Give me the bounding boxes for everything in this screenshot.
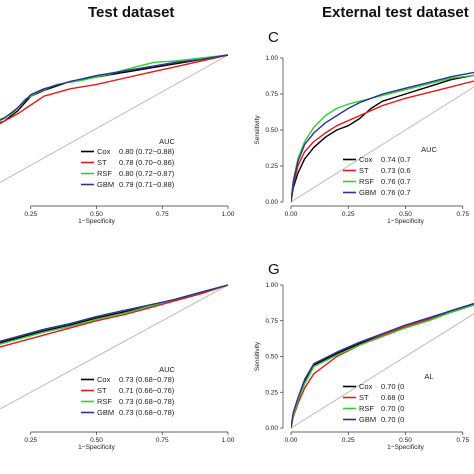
legend: AL Cox 0.70 (0 ST 0.68 (0 RSF 0.70 (0 GBM 0.70 (… [343,372,434,424]
x-tick-label: 1.00 [222,437,235,444]
x-tick-label: 0.50 [399,437,412,444]
legend-auc-value: 0.68 (0 [381,393,404,402]
legend-auc-value: 0.78 (0.70−0.86) [119,158,175,167]
legend-model-name: Cox [359,382,373,391]
series-line-rsf [291,74,474,203]
x-tick-label: 0.50 [399,211,412,218]
legend-model-name: RSF [359,404,374,413]
legend-auc-value: 0.70 (0 [381,404,404,413]
y-tick-label: 0.75 [265,91,278,98]
legend-model-name: GBM [359,415,376,424]
legend-auc-value: 0.76 (0.7 [381,177,411,186]
legend: AUC Cox 0.74 (0.7 ST 0.73 (0.6 RSF 0.76 (0.7 GB… [343,145,437,197]
series-line-gbm [291,71,474,203]
x-axis-label: 1−Specificity [78,444,115,451]
y-tick-label: 0.25 [265,389,278,396]
y-tick-label: 0.00 [265,425,278,432]
legend-model-name: GBM [97,408,114,417]
series-line-gbm [0,54,228,121]
legend-auc-value: 0.73 (0.6 [381,166,411,175]
series-line-rsf [291,304,474,429]
x-tick-label: 0.00 [285,211,298,218]
series-line-cox [291,74,474,203]
x-tick-label: 0.75 [156,437,169,444]
x-axis-label: 1−Specificity [387,218,424,225]
x-tick-label: 0.00 [285,437,298,444]
series-line-st [291,80,474,203]
panel-external-top: 0.00 0.25 0.50 0.75 1−Specificity 0.00 0.25 0.5… [254,29,474,225]
header-test-dataset: Test dataset [88,4,174,21]
y-tick-label: 0.50 [265,127,278,134]
legend-title: AUC [421,145,437,154]
legend-model-name: GBM [359,188,376,197]
y-tick-label: 0.25 [265,163,278,170]
series-line-rsf [0,54,228,121]
legend-auc-value: 0.80 (0.72−0.87) [119,169,175,178]
series-line-gbm [291,302,474,429]
legend-auc-value: 0.76 (0.7 [381,188,411,197]
reference-diagonal [0,284,228,410]
legend-model-name: ST [97,158,107,167]
reference-diagonal [291,313,474,429]
panel-external-bottom: 0.00 0.25 0.50 0.75 1−Specificity 0.00 0.25 0.5… [254,261,474,451]
header-external-test-dataset: External test dataset [322,4,469,21]
legend-auc-value: 0.79 (0.71−0.88) [119,180,175,189]
x-tick-label: 0.75 [456,211,469,218]
x-axis-label: 1−Specificity [78,218,115,225]
y-tick-label: 0.50 [265,354,278,361]
series-line-gbm [0,284,228,342]
legend-model-name: ST [359,393,369,402]
legend-model-name: RSF [97,169,112,178]
legend-auc-value: 0.71 (0.66−0.76) [119,386,175,395]
x-tick-label: 0.25 [342,211,355,218]
legend-auc-value: 0.73 (0.68−0.78) [119,408,175,417]
legend-model-name: GBM [97,180,114,189]
legend-model-name: ST [97,386,107,395]
panel-test-bottom: 0.25 0.50 0.75 1.00 1−Specificity AUC Cox 0.73 … [0,284,235,451]
y-tick-label: 1.00 [265,55,278,62]
panel-letter: C [268,29,279,46]
reference-diagonal [291,86,474,203]
x-axis-label: 1−Specificity [387,444,424,451]
y-tick-label: 0.75 [265,318,278,325]
legend-auc-value: 0.80 (0.72−0.88) [119,147,175,156]
legend-model-name: Cox [359,155,373,164]
x-tick-label: 0.50 [90,437,103,444]
legend-auc-value: 0.70 (0 [381,382,404,391]
legend-model-name: RSF [97,397,112,406]
x-tick-label: 0.25 [24,437,37,444]
x-tick-label: 0.75 [456,437,469,444]
y-axis-label: Sensitivity [254,341,261,371]
x-tick-label: 1.00 [222,211,235,218]
legend: AUC Cox 0.80 (0.72−0.88) ST 0.78 (0.70−0.86)… [81,137,175,189]
series-line-cox [0,54,228,124]
x-tick-label: 0.25 [342,437,355,444]
x-tick-label: 0.25 [24,211,37,218]
legend-model-name: Cox [97,375,111,384]
legend-auc-value: 0.70 (0 [381,415,404,424]
series-line-st [0,284,228,348]
x-tick-label: 0.50 [90,211,103,218]
y-tick-label: 1.00 [265,282,278,289]
legend-model-name: Cox [97,147,111,156]
x-tick-label: 0.75 [156,211,169,218]
series-line-st [0,54,228,125]
legend-model-name: ST [359,166,369,175]
panel-letter: G [268,261,280,278]
legend-title: AUC [159,365,175,374]
legend-model-name: RSF [359,177,374,186]
legend-auc-value: 0.74 (0.7 [381,155,411,164]
series-line-rsf [0,284,228,345]
legend-title: AL [424,372,433,381]
y-tick-label: 0.00 [265,199,278,206]
legend: AUC Cox 0.73 (0.68−0.78) ST 0.71 (0.66−0.76)… [81,365,175,417]
series-line-cox [0,284,228,344]
panel-test-top: 0.25 0.50 0.75 1.00 1−Specificity AUC Cox 0.80 … [0,54,235,225]
legend-auc-value: 0.73 (0.68−0.78) [119,397,175,406]
reference-diagonal [0,54,228,184]
legend-auc-value: 0.73 (0.68−0.78) [119,375,175,384]
legend-title: AUC [159,137,175,146]
y-axis-label: Sensitivity [254,115,261,145]
